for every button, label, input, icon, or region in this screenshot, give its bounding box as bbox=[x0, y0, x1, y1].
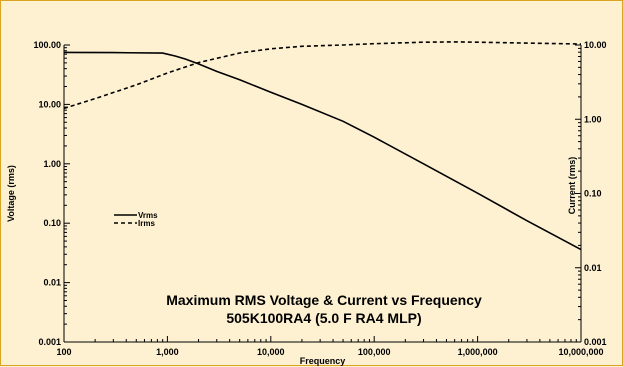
chart-title-line-1: Maximum RMS Voltage & Current vs Frequen… bbox=[166, 292, 482, 308]
axes-layer: 100 1,000 10,000 100,000 1,000,000 10,000,000… bbox=[6, 40, 607, 366]
chart-title-line-2: 505K100RA4 (5.0 F RA4 MLP) bbox=[226, 310, 421, 326]
x-tick-label: 10,000,000 bbox=[558, 347, 603, 357]
y-tick-label: 0.01 bbox=[43, 278, 61, 288]
legend-label-vrms: Vrms bbox=[138, 211, 158, 220]
y2-tick-label: 1.00 bbox=[584, 114, 602, 124]
chart-title: Maximum RMS Voltage & Current vs Frequen… bbox=[166, 292, 482, 326]
y2-tick-label: 0.001 bbox=[584, 337, 607, 347]
x-tick-label: 1,000 bbox=[156, 347, 179, 357]
y-tick-label: 100.00 bbox=[33, 40, 61, 50]
series-line-vrms bbox=[63, 51, 582, 251]
x-axis-title: Frequency bbox=[300, 356, 346, 366]
y-tick-label: 1.00 bbox=[43, 159, 61, 169]
y2-tick-label: 0.01 bbox=[584, 263, 602, 273]
x-tick-label: 1,000,000 bbox=[458, 347, 498, 357]
y2-axis-title: Current (rms) bbox=[567, 157, 577, 215]
y-axis-title: Voltage (rms) bbox=[6, 165, 16, 222]
y-tick-label: 0.10 bbox=[43, 218, 61, 228]
legend-label-irms: Irms bbox=[138, 219, 155, 228]
x-tick-label: 10,000 bbox=[257, 347, 285, 357]
y-tick-label: 10.00 bbox=[38, 99, 61, 109]
y2-tick-label: 0.10 bbox=[584, 189, 602, 199]
x-tick-label: 100,000 bbox=[358, 347, 391, 357]
series-line-irms bbox=[63, 41, 582, 110]
y-tick-label: 0.001 bbox=[38, 337, 61, 347]
x-tick-label: 100 bbox=[56, 347, 71, 357]
series-layer bbox=[63, 41, 582, 251]
y2-tick-label: 10.00 bbox=[584, 40, 607, 50]
